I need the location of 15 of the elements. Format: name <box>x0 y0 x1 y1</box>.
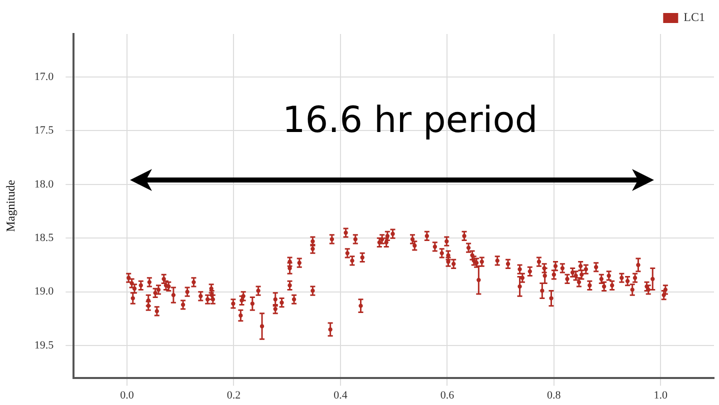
x-tick-label: 0.4 <box>334 389 348 402</box>
x-tick-label: 1.0 <box>654 389 668 402</box>
x-tick-label: 0.6 <box>440 389 455 402</box>
x-tick-label: 0.0 <box>120 389 134 402</box>
y-tick-label: 19.5 <box>34 339 54 352</box>
y-tick-label: 18.0 <box>34 178 54 190</box>
x-tick-label: 0.8 <box>547 389 562 402</box>
y-tick-label: 17.5 <box>34 124 54 137</box>
y-tick-label: 17.0 <box>34 70 54 83</box>
annotation: 16.6 hr period <box>281 100 539 141</box>
legend-label: LC1 <box>684 10 706 24</box>
y-axis-title: Magnitude <box>3 180 18 232</box>
y-tick-label: 18.5 <box>34 232 54 244</box>
x-tick-label: 0.2 <box>226 389 241 402</box>
y-tick-label: 19.0 <box>34 286 54 298</box>
